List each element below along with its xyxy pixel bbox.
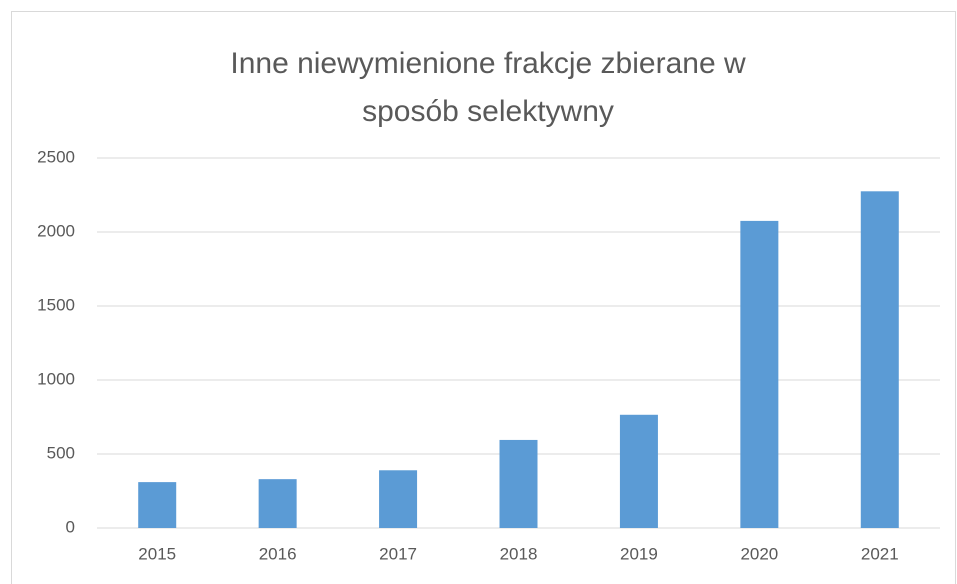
bar — [740, 220, 779, 528]
x-tick-label: 2016 — [259, 544, 297, 563]
bar — [499, 439, 538, 528]
y-tick-label: 1500 — [37, 295, 75, 314]
bar — [860, 191, 899, 529]
y-tick-label: 500 — [47, 443, 75, 462]
y-tick-label: 1000 — [37, 369, 75, 388]
y-tick-label: 2500 — [37, 147, 75, 166]
x-tick-label: 2021 — [861, 544, 899, 563]
bar — [379, 470, 418, 528]
x-tick-label: 2020 — [740, 544, 778, 563]
x-tick-label: 2019 — [620, 544, 658, 563]
bar — [138, 482, 177, 528]
bar — [619, 414, 658, 528]
x-tick-label: 2018 — [500, 544, 538, 563]
chart-title: Inne niewymienione frakcje zbierane w sp… — [230, 47, 746, 128]
chart-frame — [11, 11, 956, 584]
bar — [258, 479, 297, 528]
x-tick-label: 2017 — [379, 544, 417, 563]
x-tick-label: 2015 — [138, 544, 176, 563]
y-tick-label: 2000 — [37, 221, 75, 240]
y-tick-label: 0 — [66, 517, 75, 536]
